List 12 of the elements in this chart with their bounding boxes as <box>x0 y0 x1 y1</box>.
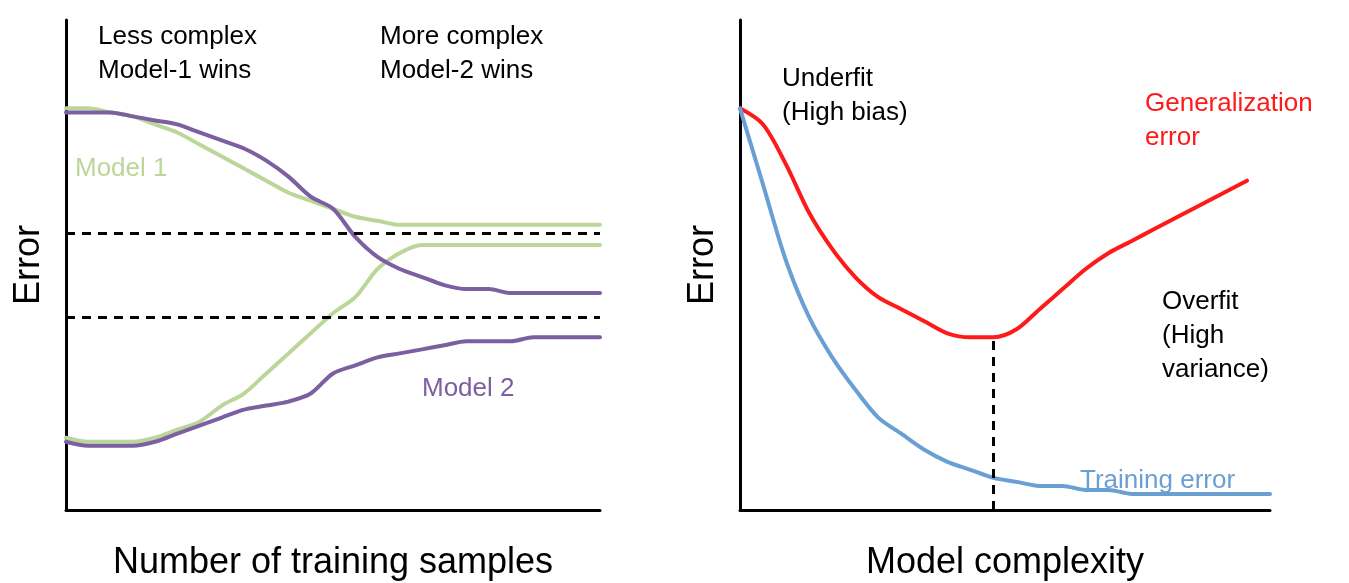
text: Generalization error <box>1145 87 1320 151</box>
annotation: Overfit (High variance) <box>1162 285 1269 383</box>
series-label: Training error <box>1080 464 1236 494</box>
x-axis-title: Number of training samples <box>112 539 554 581</box>
y-axis-title: Error <box>679 224 721 305</box>
x-axis-title: Model complexity <box>865 539 1145 581</box>
annotation: Underfit (High bias) <box>782 62 908 126</box>
text: More complex Model-2 wins <box>380 20 551 84</box>
series-label: Model 1 <box>75 152 168 182</box>
y-axis-title: Error <box>5 224 47 305</box>
series-label: Model 2 <box>422 372 515 402</box>
text: Less complex Model-1 wins <box>98 20 265 84</box>
